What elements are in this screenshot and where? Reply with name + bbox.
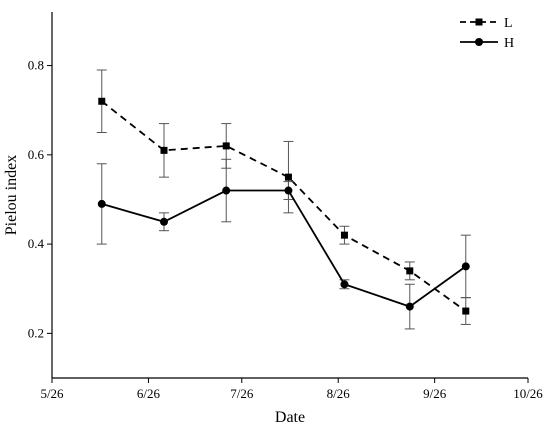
x-ticks: 5/26 6/26 7/26 8/26 9/26 10/26 xyxy=(40,378,543,401)
data-point-circle xyxy=(340,280,349,289)
data-point-circle xyxy=(405,302,414,311)
x-tick-label: 9/26 xyxy=(423,386,447,401)
x-tick-label: 6/26 xyxy=(137,386,161,401)
data-point-square xyxy=(160,146,168,154)
data-point-circle xyxy=(284,186,293,195)
y-tick-label: 0.2 xyxy=(28,325,44,340)
x-tick-label: 8/26 xyxy=(327,386,351,401)
series-layer xyxy=(96,69,471,330)
data-point-square xyxy=(462,307,470,315)
x-axis-title: Date xyxy=(275,409,305,426)
data-point-square xyxy=(340,231,348,239)
y-ticks: 0.2 0.4 0.6 0.8 xyxy=(28,58,52,340)
data-point-circle xyxy=(97,199,106,208)
y-tick-label: 0.8 xyxy=(28,58,44,73)
legend: LH xyxy=(460,16,514,51)
data-point-square xyxy=(284,173,292,181)
data-point-circle xyxy=(461,262,470,271)
data-point-square xyxy=(406,267,414,275)
y-tick-label: 0.6 xyxy=(28,147,45,162)
y-tick-label: 0.4 xyxy=(28,236,45,251)
data-point-circle xyxy=(222,186,231,195)
axes xyxy=(51,12,528,379)
legend-label-L: L xyxy=(504,16,513,31)
series-line-H xyxy=(101,189,467,308)
x-tick-label: 10/26 xyxy=(513,386,543,401)
legend-marker-circle xyxy=(475,38,483,46)
series-L xyxy=(96,69,471,325)
x-tick-label: 5/26 xyxy=(40,386,64,401)
y-axis-title: Pielou index xyxy=(3,155,20,235)
legend-label-H: H xyxy=(504,36,514,51)
x-tick-label: 7/26 xyxy=(230,386,254,401)
data-point-square xyxy=(98,97,106,105)
legend-marker-square xyxy=(475,18,483,26)
data-point-circle xyxy=(160,217,168,226)
series-H xyxy=(96,158,471,330)
data-point-square xyxy=(222,142,230,150)
